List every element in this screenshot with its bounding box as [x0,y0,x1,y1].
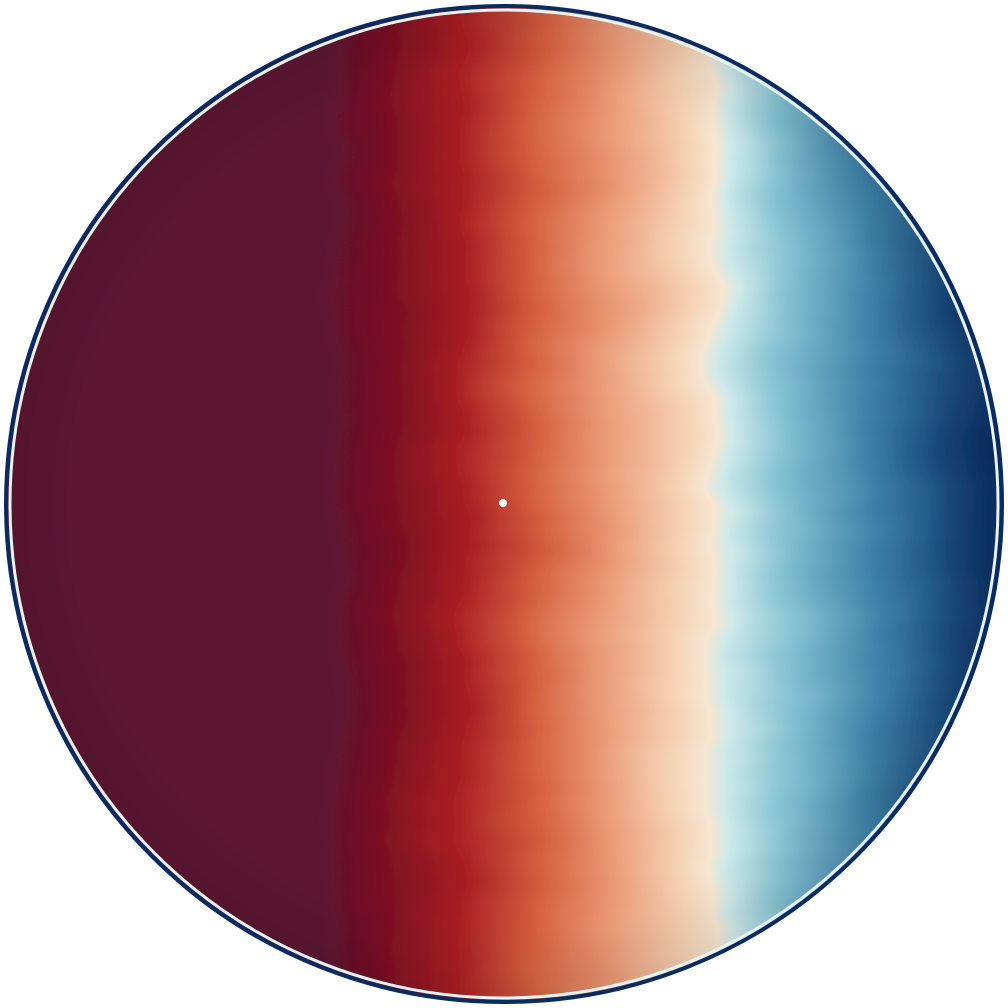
outer-rim [4,4,1004,1004]
inner-rim [8,8,1000,1000]
center-dot [499,499,507,507]
